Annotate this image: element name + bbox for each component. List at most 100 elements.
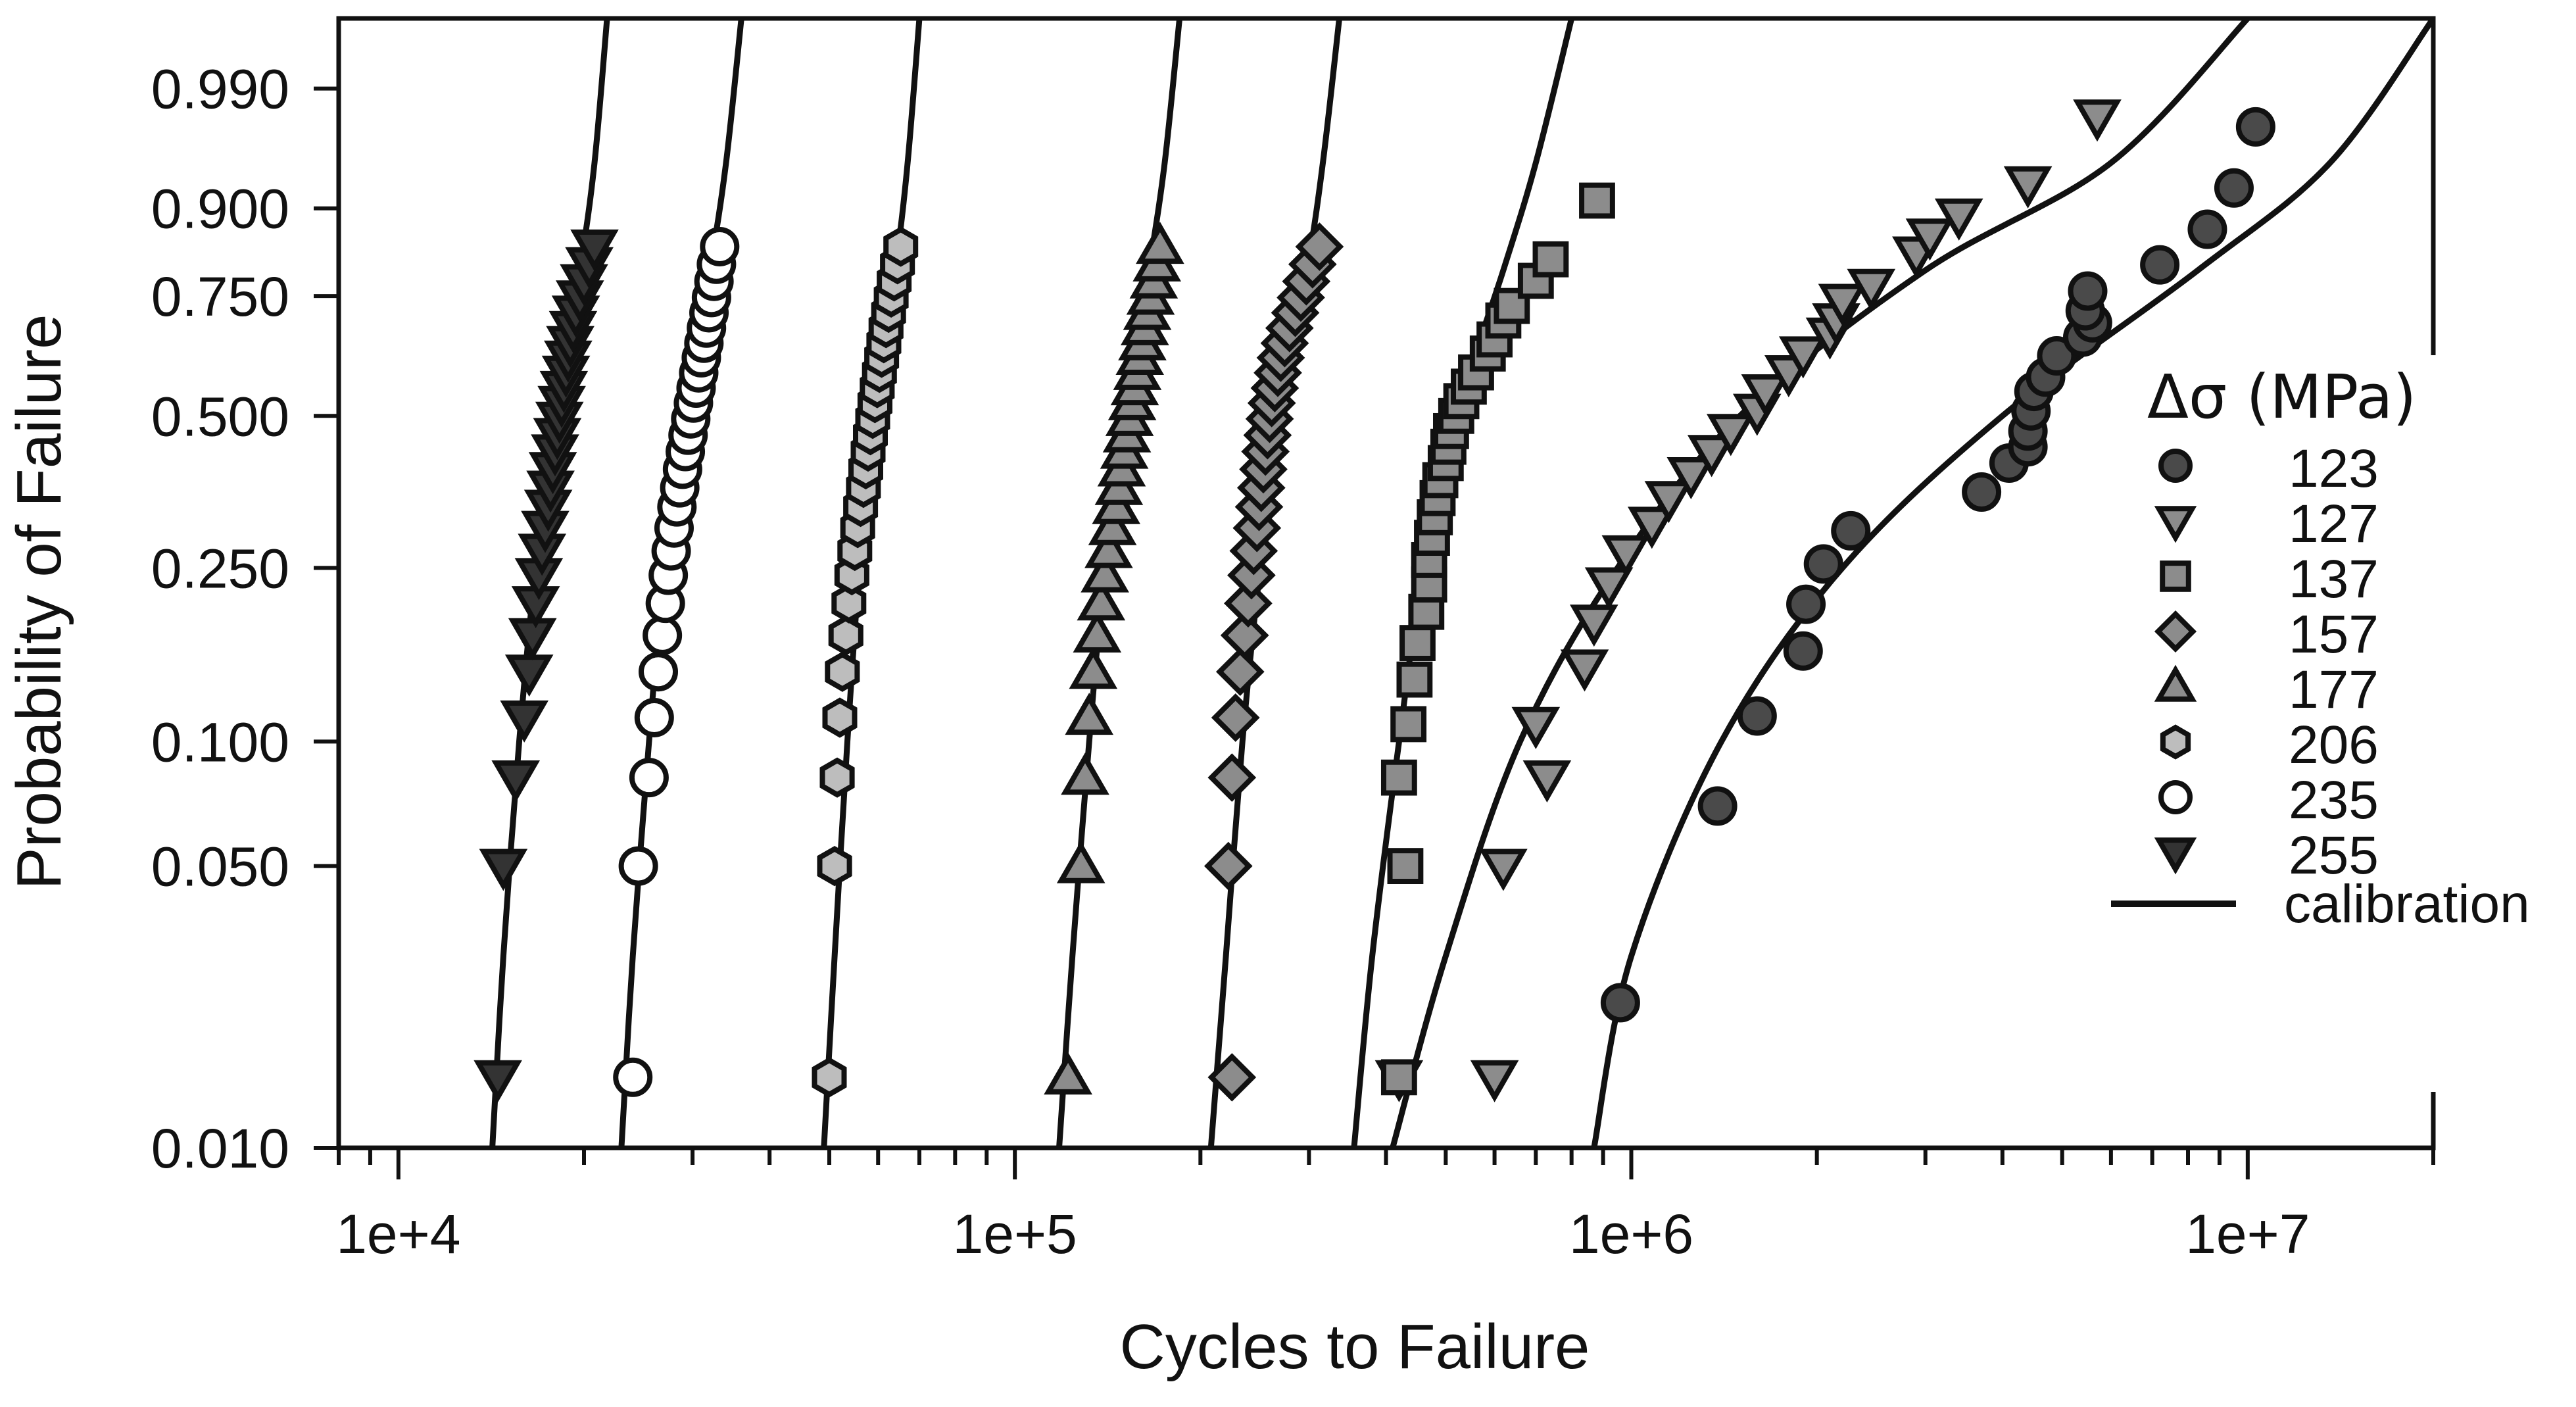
data-point	[1073, 610, 1122, 653]
legend-marker	[2158, 780, 2193, 814]
data-point	[1295, 222, 1344, 271]
data-point	[491, 760, 541, 803]
data-point	[1584, 567, 1634, 610]
data-point	[570, 229, 619, 272]
data-point	[1803, 544, 1843, 584]
series-157	[1203, 222, 1344, 1102]
data-point	[2235, 107, 2275, 147]
x-axis-title: Cycles to Failure	[1120, 1312, 1590, 1382]
data-point	[1380, 1059, 1417, 1096]
x-tick-label: 1e+7	[2185, 1203, 2310, 1265]
y-tick-label: 0.900	[151, 178, 289, 240]
data-point	[1207, 753, 1257, 802]
legend-label: 157	[2289, 605, 2379, 664]
series-177	[1044, 222, 1184, 1095]
data-point	[1088, 503, 1137, 545]
data-point	[2068, 271, 2108, 311]
series-137	[1380, 182, 1615, 1096]
data-point	[1666, 457, 1716, 500]
series-127	[1374, 99, 2122, 1102]
y-axis-title: Probability of Failure	[4, 314, 74, 889]
x-tick-label: 1e+5	[953, 1203, 1077, 1265]
data-point	[1569, 605, 1618, 647]
data-point	[1069, 647, 1118, 689]
y-axis-ticks: 0.010 0.050 0.100 0.250 0.500 0.750 0.900 0.990	[151, 59, 339, 1179]
data-point	[1905, 218, 1955, 261]
data-point	[479, 849, 528, 891]
legend-label: 177	[2289, 660, 2379, 720]
data-point	[1741, 374, 1790, 417]
legend: Δσ (MPa) 123127137157177206235255calibra…	[2091, 355, 2571, 1092]
data-point	[643, 615, 683, 655]
legend-marker	[2154, 610, 2197, 653]
data-point	[1847, 268, 1896, 311]
data-point	[1601, 535, 1651, 578]
legend-label: 255	[2289, 826, 2379, 885]
legend-label: 137	[2289, 549, 2379, 609]
data-point	[1644, 481, 1693, 524]
data-point	[1056, 841, 1106, 883]
legend-label: calibration	[2284, 874, 2530, 934]
data-point	[1220, 611, 1269, 660]
legend-marker	[2154, 506, 2197, 543]
y-tick-label: 0.050	[151, 836, 289, 898]
data-point	[1399, 625, 1436, 661]
data-point	[1077, 578, 1126, 621]
data-point	[819, 757, 855, 798]
series-235	[613, 226, 740, 1097]
data-point	[1687, 435, 1736, 478]
data-point	[1380, 759, 1417, 796]
data-point	[1511, 706, 1561, 749]
legend-marker	[2154, 664, 2197, 702]
data-point	[2003, 166, 2053, 209]
data-point	[828, 615, 863, 656]
legend-label: 206	[2289, 715, 2379, 775]
data-point	[2073, 99, 2122, 142]
data-point	[1786, 584, 1826, 624]
data-point	[831, 583, 867, 624]
data-point	[1522, 760, 1572, 803]
y-tick-label: 0.100	[151, 711, 289, 773]
x-tick-label: 1e+4	[336, 1203, 460, 1265]
data-point	[629, 758, 669, 798]
data-point	[1470, 1060, 1519, 1102]
legend-marker	[2160, 724, 2191, 760]
data-point	[500, 700, 549, 743]
y-tick-label: 0.750	[151, 266, 289, 328]
data-point	[639, 652, 679, 692]
data-point	[1706, 414, 1755, 457]
data-point	[1387, 848, 1424, 885]
data-point	[1778, 336, 1828, 379]
data-point	[2214, 168, 2254, 208]
data-point	[504, 654, 554, 697]
data-point	[883, 226, 919, 267]
data-point	[1532, 241, 1569, 278]
data-point	[1831, 510, 1871, 551]
data-point	[1224, 579, 1273, 628]
calibration-curve	[1591, 18, 2433, 1148]
data-point	[1044, 1052, 1092, 1095]
data-point	[474, 1060, 522, 1102]
data-point	[1479, 849, 1528, 891]
x-axis-ticks: 1e+4 1e+5 1e+6 1e+7	[336, 1148, 2435, 1265]
data-point	[1962, 472, 2002, 512]
data-point	[1207, 1052, 1257, 1102]
legend-marker	[2158, 449, 2193, 483]
data-point	[812, 1057, 847, 1098]
data-point	[634, 697, 674, 737]
legend-title: Δσ (MPa)	[2147, 362, 2416, 432]
data-point	[1697, 786, 1738, 826]
y-tick-label: 0.010	[151, 1118, 289, 1179]
data-point	[1627, 506, 1676, 549]
data-point	[2037, 336, 2077, 376]
data-point	[1390, 706, 1427, 743]
data-point	[1215, 647, 1265, 697]
data-point	[2140, 245, 2180, 285]
y-tick-label: 0.500	[151, 385, 289, 447]
legend-label: 127	[2289, 494, 2379, 554]
data-point	[1934, 198, 1983, 241]
data-point	[1203, 841, 1253, 891]
data-point	[1560, 649, 1609, 692]
x-tick-label: 1e+6	[1569, 1203, 1693, 1265]
